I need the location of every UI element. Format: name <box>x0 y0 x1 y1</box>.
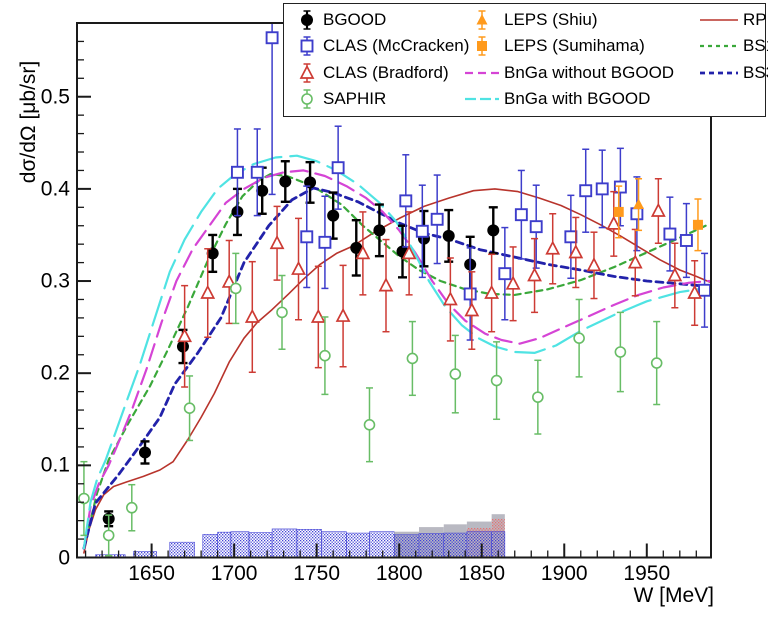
curve-bs1 <box>82 173 711 550</box>
curve-rpr <box>83 188 711 554</box>
plot-area <box>78 23 711 558</box>
legend-item-clas-mccracken: CLAS (McCracken) <box>294 33 469 59</box>
legend-label: LEPS (Shiu) <box>504 10 598 29</box>
legend-label: BGOOD <box>323 10 387 29</box>
saphir-marker-icon <box>301 89 313 109</box>
y-tick-label: 0.5 <box>40 85 70 109</box>
series-clas_bradford <box>177 177 703 388</box>
legend-label: CLAS (Bradford) <box>323 63 449 82</box>
legend-item-leps-shiu: LEPS (Shiu) <box>463 7 598 33</box>
series-saphir <box>78 252 663 557</box>
x-tick-label: 1800 <box>375 562 423 585</box>
histogram <box>95 514 506 558</box>
bnga-without-bgood-line-icon <box>465 71 499 75</box>
x-axis <box>84 543 697 558</box>
x-tick-label: 1650 <box>128 562 175 585</box>
x-tick-label: 1900 <box>540 562 588 585</box>
legend-item-bgood: BGOOD <box>294 7 386 33</box>
legend-item-clas-bradford: CLAS (Bradford) <box>294 60 449 86</box>
rpr-line-icon <box>700 19 738 21</box>
legend-label: LEPS (Sumihama) <box>504 36 645 55</box>
x-axis-title: W [MeV] <box>633 584 714 607</box>
clas-mccracken-marker-icon <box>300 36 314 56</box>
legend-label: BnGa with BGOOD <box>504 89 651 108</box>
legend: BGOOD CLAS (McCracken) CLAS (Bradford) S… <box>283 3 768 117</box>
bs3-line-icon <box>700 71 738 75</box>
legend-label: BS3 <box>743 63 768 82</box>
curve-bs3 <box>82 186 711 550</box>
y-tick-label: 0.1 <box>40 453 70 477</box>
leps-sumihama-marker-icon <box>477 36 487 56</box>
x-tick-label: 1750 <box>293 562 341 585</box>
legend-item-bs1: BS1 <box>698 33 768 59</box>
curve-bnga_without <box>82 169 711 550</box>
leps-shiu-marker-icon <box>476 10 488 30</box>
legend-item-saphir: SAPHIR <box>294 86 386 112</box>
series-leps_shiu <box>633 177 645 232</box>
legend-label: RPR <box>743 10 768 29</box>
y-axis <box>77 40 91 559</box>
y-tick-label: 0 <box>58 546 70 569</box>
legend-label: BnGa without BGOOD <box>504 63 675 82</box>
series-bgood <box>102 160 500 528</box>
x-tick-label: 1950 <box>623 562 671 585</box>
legend-item-rpr: RPR <box>698 7 768 33</box>
clas-bradford-marker-icon <box>299 63 315 83</box>
y-tick-label: 0.3 <box>40 269 70 293</box>
legend-item-bnga-with-bgood: BnGa with BGOOD <box>463 86 650 112</box>
bgood-marker-icon <box>301 10 313 30</box>
legend-label: SAPHIR <box>323 89 387 108</box>
series-leps_sumihama <box>613 185 703 252</box>
x-tick-label: 1850 <box>458 562 506 585</box>
legend-item-bnga-without-bgood: BnGa without BGOOD <box>463 60 674 86</box>
y-tick-label: 0.4 <box>40 177 70 201</box>
legend-item-bs3: BS3 <box>698 60 768 86</box>
x-tick-label: 1700 <box>210 562 258 585</box>
legend-label: CLAS (McCracken) <box>323 36 470 55</box>
legend-label: BS1 <box>743 36 768 55</box>
y-axis-title: dσ/dΩ [μb/sr] <box>17 60 40 184</box>
bnga-with-bgood-line-icon <box>465 97 499 101</box>
y-tick-label: 0.2 <box>40 361 70 385</box>
legend-item-leps-sumihama: LEPS (Sumihama) <box>463 33 645 59</box>
series-clas_mccracken <box>230 23 711 341</box>
bs1-line-icon <box>700 44 738 48</box>
